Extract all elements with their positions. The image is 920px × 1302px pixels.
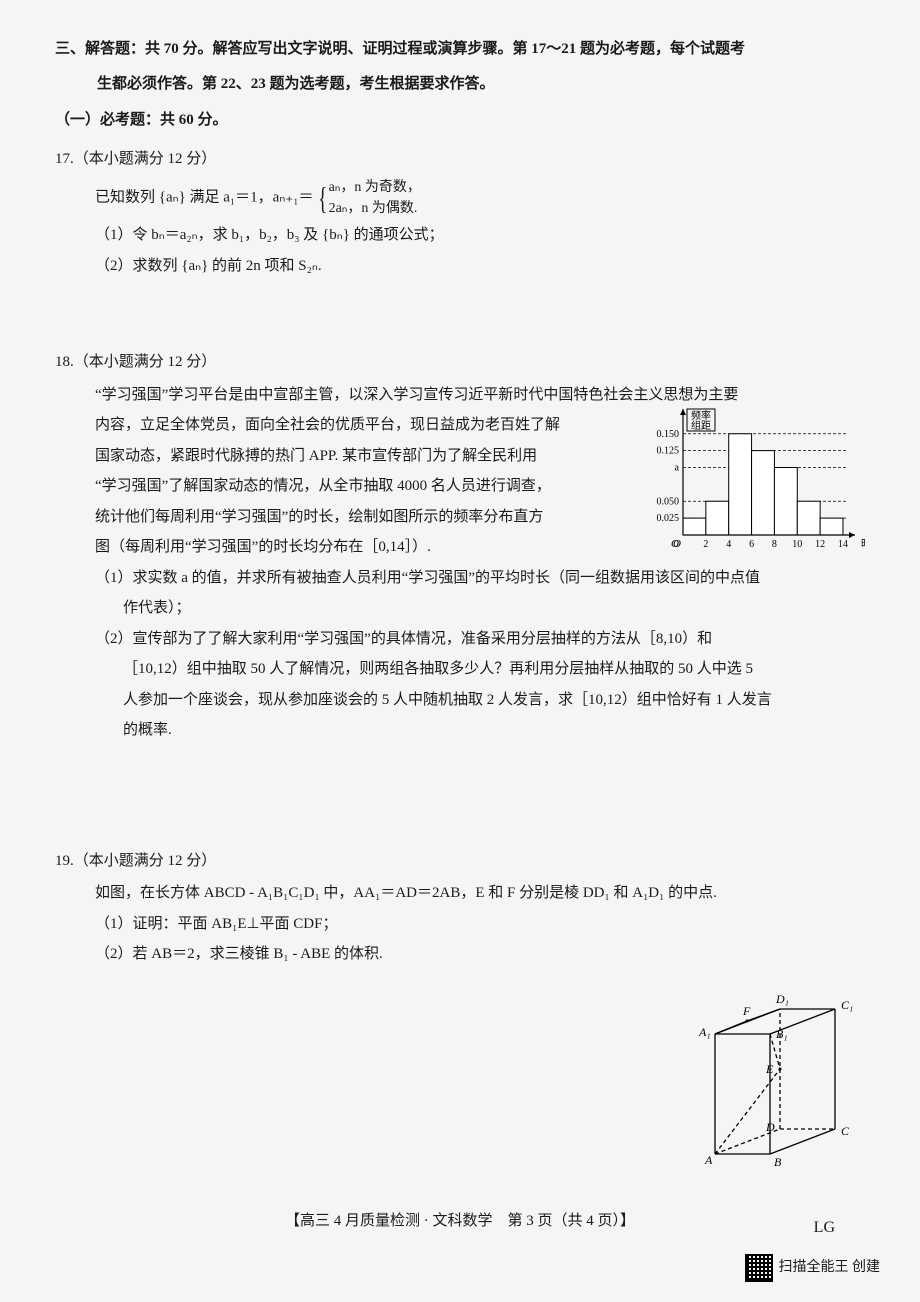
section-header: 三、解答题：共 70 分。解答应写出文字说明、证明过程或演算步骤。第 17～21… xyxy=(55,35,865,98)
q18-part2: （2）宣传部为了了解大家利用“学习强国”的具体情况，准备采用分层抽样的方法从［8… xyxy=(95,625,865,654)
q18-p5: 统计他们每周利用“学习强国”的时长，绘制如图所示的频率分布直方 xyxy=(95,503,625,532)
q17-case2: 2aₙ，n 为偶数. xyxy=(329,198,421,219)
q19-body: 如图，在长方体 ABCD - A₁B₁C₁D₁ 中，AA₁＝AD＝2AB，E 和… xyxy=(55,879,865,1169)
footer-text: 【高三 4 月质量检测 · 文科数学 第 3 页（共 4 页）】 xyxy=(285,1213,635,1229)
section-title-line1: 三、解答题：共 70 分。解答应写出文字说明、证明过程或演算步骤。第 17～21… xyxy=(55,35,865,64)
svg-text:0.125: 0.125 xyxy=(657,446,680,457)
q19-stem: 如图，在长方体 ABCD - A₁B₁C₁D₁ 中，AA₁＝AD＝2AB，E 和… xyxy=(95,879,865,908)
q18-part2b: ［10,12）组中抽取 50 人了解情况，则两组各抽取多少人？再利用分层抽样从抽… xyxy=(95,655,865,684)
svg-text:8: 8 xyxy=(772,539,777,550)
q18-p2: 内容，立足全体党员，面向全社会的优质平台，现日益成为老百姓了解 xyxy=(95,411,625,440)
svg-text:0.150: 0.150 xyxy=(657,429,680,440)
svg-text:0.025: 0.025 xyxy=(657,513,680,524)
q18-body: “学习强国”学习平台是由中宣部主管，以深入学习宣传习近平新时代中国特色社会主义思… xyxy=(55,381,865,745)
q17-stem: 已知数列 {aₙ} 满足 a₁＝1，aₙ₊₁＝ { aₙ，n 为奇数， 2aₙ，… xyxy=(95,177,865,219)
q17-part2: （2）求数列 {aₙ} 的前 2n 项和 S₂ₙ. xyxy=(95,252,865,281)
svg-text:a: a xyxy=(675,463,680,474)
scan-watermark: 扫描全能王 创建 xyxy=(745,1254,881,1282)
histogram-chart: 频率组距0.1500.125a0.0500.025O2468101214O时间 xyxy=(635,407,865,557)
q17-stem-prefix: 已知数列 {aₙ} 满足 a₁＝1，aₙ₊₁＝ xyxy=(95,189,313,205)
q18-part1b: 作代表）； xyxy=(95,594,865,623)
scan-text: 扫描全能王 创建 xyxy=(779,1255,881,1282)
footer-code: LG xyxy=(814,1213,865,1243)
svg-text:F: F xyxy=(742,1004,751,1018)
svg-text:12: 12 xyxy=(815,539,825,550)
q18-p6: 图（每周利用“学习强国”的时长均分布在［0,14］）. xyxy=(95,533,625,562)
svg-text:C: C xyxy=(841,1124,850,1138)
left-brace-icon: { xyxy=(318,182,327,214)
cuboid-diagram: A B C D A₁ B₁ C₁ D₁ E F xyxy=(695,979,865,1169)
q17-case1: aₙ，n 为奇数， xyxy=(329,177,421,198)
qr-icon xyxy=(745,1254,773,1282)
svg-text:0.050: 0.050 xyxy=(657,496,680,507)
q18-p4: “学习强国”了解国家动态的情况，从全市抽取 4000 名人员进行调查， xyxy=(95,472,625,501)
q18-p1: “学习强国”学习平台是由中宣部主管，以深入学习宣传习近平新时代中国特色社会主义思… xyxy=(95,381,865,410)
svg-text:4: 4 xyxy=(726,539,731,550)
piecewise-brace: { aₙ，n 为奇数， 2aₙ，n 为偶数. xyxy=(317,177,421,219)
q18-part1: （1）求实数 a 的值，并求所有被抽查人员利用“学习强国”的平均时长（同一组数据… xyxy=(95,564,865,593)
section-title-line2: 生都必须作答。第 22、23 题为选考题，考生根据要求作答。 xyxy=(55,70,865,99)
q18-label: 18.（本小题满分 12 分） xyxy=(55,348,865,377)
svg-text:10: 10 xyxy=(792,539,802,550)
svg-text:14: 14 xyxy=(838,539,848,550)
svg-text:B₁: B₁ xyxy=(776,1027,788,1041)
svg-text:O: O xyxy=(671,538,679,550)
svg-text:2: 2 xyxy=(703,539,708,550)
svg-text:D₁: D₁ xyxy=(775,992,789,1006)
q17-body: 已知数列 {aₙ} 满足 a₁＝1，aₙ₊₁＝ { aₙ，n 为奇数， 2aₙ，… xyxy=(55,177,865,280)
svg-text:时间: 时间 xyxy=(861,537,865,550)
q18-p3: 国家动态，紧跟时代脉搏的热门 APP. 某市宣传部门为了解全民利用 xyxy=(95,442,625,471)
q17-part1: （1）令 bₙ＝a₂ₙ，求 b₁，b₂，b₃ 及 {bₙ} 的通项公式； xyxy=(95,221,865,250)
svg-text:C₁: C₁ xyxy=(841,998,853,1012)
svg-text:E: E xyxy=(765,1062,774,1076)
svg-text:组距: 组距 xyxy=(691,419,711,432)
svg-text:A₁: A₁ xyxy=(698,1025,711,1039)
q19-part1: （1）证明：平面 AB₁E⊥平面 CDF； xyxy=(95,910,865,939)
svg-text:B: B xyxy=(774,1155,782,1169)
q18-part2d: 的概率. xyxy=(95,716,865,745)
required-subheader: （一）必考题：共 60 分。 xyxy=(55,106,865,135)
q17-label: 17.（本小题满分 12 分） xyxy=(55,145,865,174)
q19-label: 19.（本小题满分 12 分） xyxy=(55,847,865,876)
svg-text:D: D xyxy=(765,1120,775,1134)
svg-text:6: 6 xyxy=(749,539,754,550)
q19-part2: （2）若 AB＝2，求三棱锥 B₁ - ABE 的体积. xyxy=(95,940,865,969)
q18-part2c: 人参加一个座谈会，现从参加座谈会的 5 人中随机抽取 2 人发言，求［10,12… xyxy=(95,686,865,715)
svg-text:A: A xyxy=(704,1153,713,1167)
